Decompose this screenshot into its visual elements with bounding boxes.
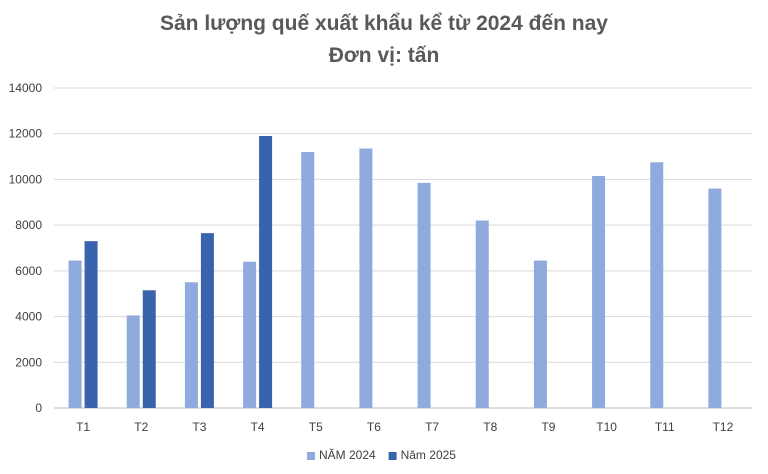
bar-series-1 [533,260,547,408]
bar-series-1 [475,220,489,408]
y-tick-label: 10000 [9,172,43,186]
x-tick-label: T4 [251,420,265,434]
y-tick-label: 2000 [15,355,42,369]
legend-label: NĂM 2024 [319,447,376,462]
x-tick-label: T8 [483,420,497,434]
x-tick-label: T10 [596,420,617,434]
bar-series-1 [243,261,257,408]
bar-series-1 [359,148,373,409]
x-tick-label: T5 [309,420,323,434]
bar-series-1 [417,182,431,408]
legend-label: Năm 2025 [401,448,457,462]
x-tick-label: T2 [134,420,148,434]
x-tick-label: T7 [425,420,439,434]
legend-swatch [388,452,397,460]
chart-subtitle: Đơn vị: tấn [328,44,440,67]
y-tick-label: 8000 [15,218,42,232]
bar-series-1 [126,315,140,408]
chart-title: Sản lượng quế xuất khẩu kể từ 2024 đến n… [160,12,608,35]
y-tick-label: 4000 [15,310,42,324]
bar-series-2 [259,136,273,408]
bar-series-2 [84,241,98,408]
bar-series-1 [68,260,82,408]
y-tick-label: 0 [35,401,42,415]
bar-series-1 [650,162,664,408]
x-tick-label: T3 [192,420,206,434]
y-tick-label: 6000 [15,264,42,278]
bar-series-1 [301,152,315,408]
y-tick-label: 12000 [9,127,43,141]
bar-series-2 [200,233,214,408]
x-tick-label: T12 [713,420,734,434]
x-tick-label: T1 [76,420,90,434]
legend-swatch [307,452,315,460]
y-tick-label: 14000 [9,81,43,95]
bar-series-1 [184,282,198,408]
x-tick-label: T11 [655,420,675,434]
bar-series-1 [708,188,722,408]
bar-series-1 [592,176,606,408]
bar-series-2 [142,290,156,408]
x-tick-label: T9 [541,420,555,434]
x-tick-label: T6 [367,420,381,434]
